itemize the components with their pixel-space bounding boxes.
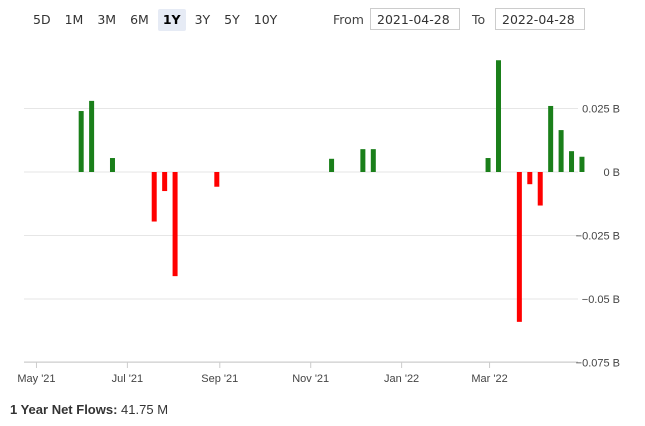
from-date-input[interactable]: 2021-04-28 [370, 8, 460, 30]
y-tick-label: 0 B [603, 167, 620, 179]
outflow-bar [214, 172, 220, 187]
outflow-bar [172, 172, 178, 277]
outflow-bar [151, 172, 157, 222]
summary-value: 41.75 M [121, 402, 169, 417]
inflow-bar [495, 60, 501, 172]
inflow-bar [360, 149, 366, 172]
inflow-bar [89, 100, 95, 172]
inflow-bar [370, 149, 376, 172]
range-button-5y[interactable]: 5Y [224, 12, 240, 27]
inflow-bar [558, 130, 564, 172]
range-button-1y[interactable]: 1Y [157, 9, 186, 31]
inflow-bar [548, 105, 554, 172]
x-tick-label: Jul '21 [112, 373, 143, 385]
toolbar: 5D 1M 3M 6M 1Y 3Y 5Y 10Y From 2021-04-28… [0, 0, 645, 44]
outflow-bar [516, 172, 522, 322]
inflow-bar [579, 156, 585, 172]
range-button-5d[interactable]: 5D [33, 12, 51, 27]
summary-label: 1 Year Net Flows: [10, 402, 118, 417]
outflow-bar [527, 172, 533, 185]
outflow-bar [537, 172, 543, 206]
net-flows-summary: 1 Year Net Flows: 41.75 M [10, 402, 168, 417]
outflow-bar [162, 172, 168, 192]
inflow-bar [329, 158, 335, 172]
range-button-10y[interactable]: 10Y [253, 12, 278, 27]
to-label: To [472, 12, 486, 27]
inflow-bar [109, 158, 115, 172]
from-label: From [333, 12, 364, 27]
range-button-1m[interactable]: 1M [64, 12, 84, 27]
inflow-bar [78, 111, 84, 172]
x-tick-label: Sep '21 [201, 373, 238, 385]
x-tick-label: Mar '22 [471, 373, 507, 385]
net-flows-chart: 0.025 B 0 B −0.025 B −0.05 B −0.075 B May '21… [17, 60, 620, 385]
y-tick-label: −0.075 B [576, 358, 620, 370]
y-tick-label: 0.025 B [582, 104, 620, 116]
inflow-bar [569, 151, 575, 172]
range-button-3m[interactable]: 3M [97, 12, 117, 27]
y-tick-label: −0.025 B [576, 231, 620, 243]
x-tick-label: Jan '22 [384, 373, 419, 385]
x-tick-label: May '21 [17, 373, 55, 385]
range-selector: 5D 1M 3M 6M 1Y 3Y 5Y 10Y [28, 9, 282, 31]
range-button-3y[interactable]: 3Y [194, 12, 211, 27]
inflow-bar [485, 158, 491, 172]
to-date-input[interactable]: 2022-04-28 [495, 8, 585, 30]
y-tick-label: −0.05 B [582, 294, 620, 306]
x-tick-label: Nov '21 [292, 373, 329, 385]
range-button-6m[interactable]: 6M [130, 12, 149, 27]
